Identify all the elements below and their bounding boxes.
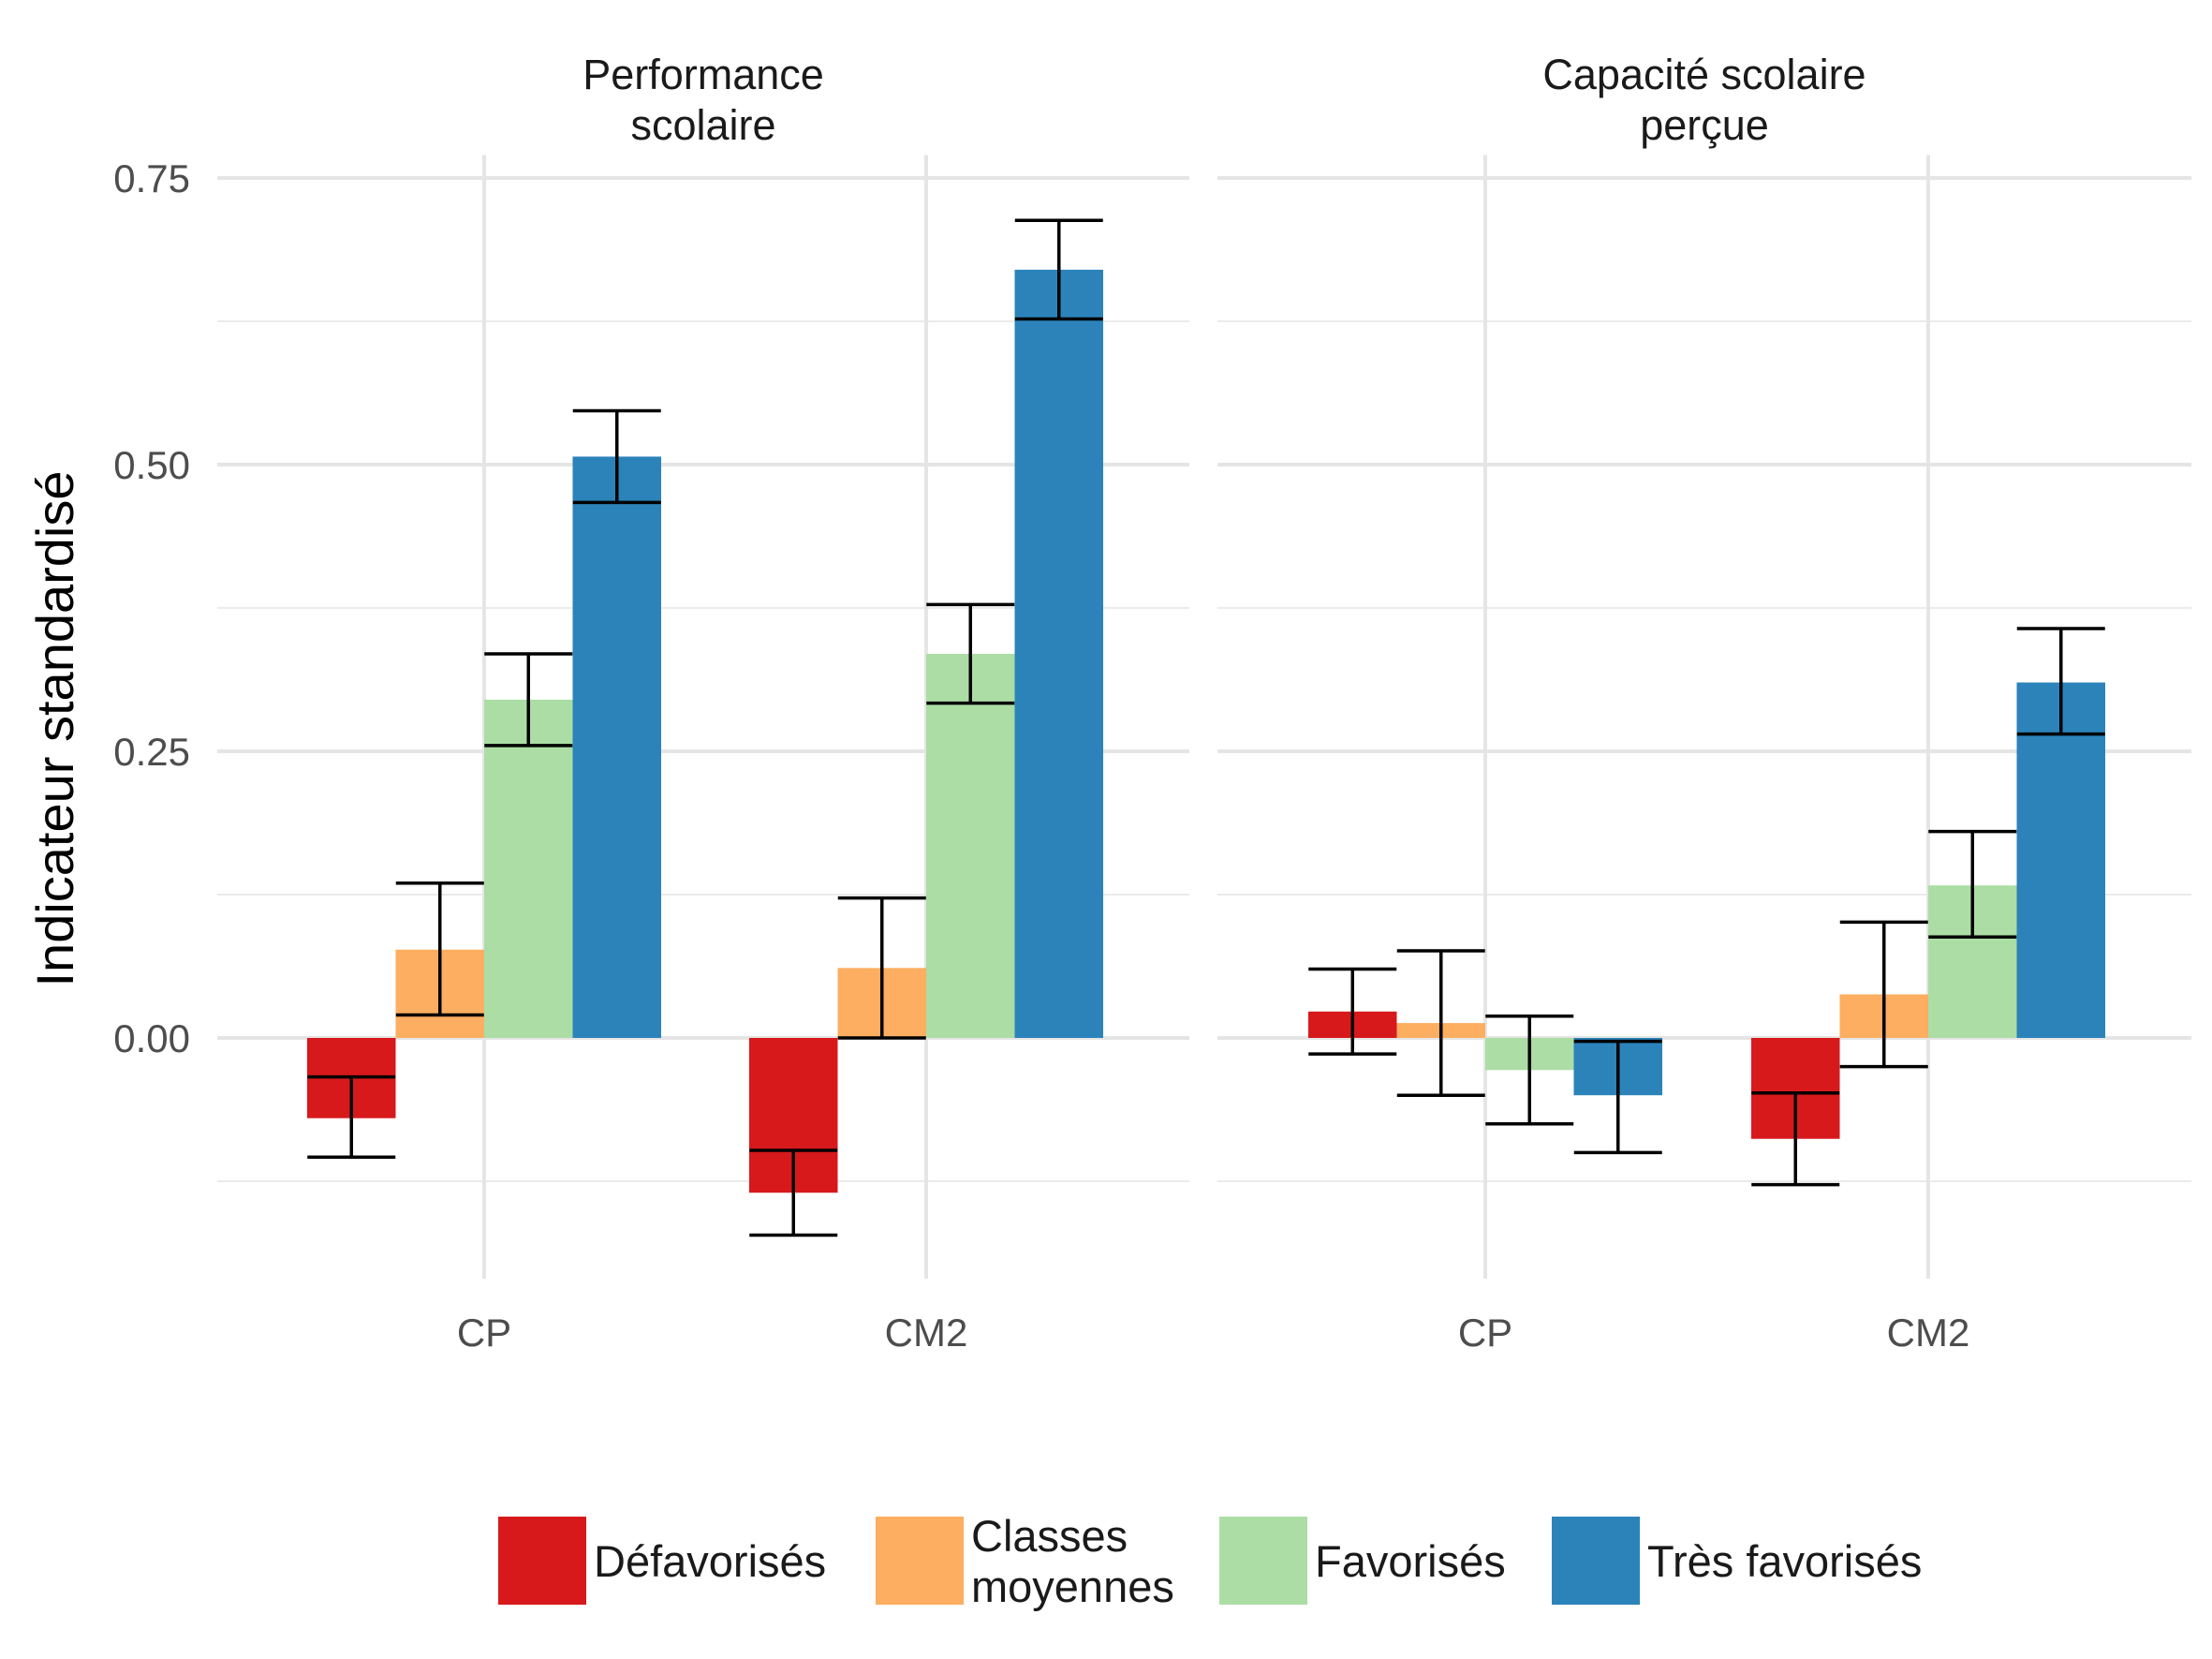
error-bar [837, 896, 926, 1040]
bars [307, 269, 2105, 1193]
legend-key [1219, 1517, 1307, 1605]
y-axis-title: Indicateur standardisé [25, 470, 84, 986]
legend-label: Très favorisés [1647, 1536, 1922, 1586]
error-bar [1396, 949, 1485, 1097]
error-bar [926, 602, 1015, 705]
error-bar [1839, 920, 1928, 1069]
panel-title-line: perçue [1640, 101, 1769, 149]
error-bar [1928, 829, 2017, 940]
legend-label-line: moyennes [971, 1562, 1174, 1611]
panel-title: Performance scolaire [582, 51, 824, 149]
error-bar [749, 1148, 838, 1237]
error-bar [1485, 1014, 1574, 1126]
y-tick-label: 0.25 [113, 730, 190, 774]
legend-label-line: Défavorisés [594, 1536, 826, 1586]
legend-label: Favorisés [1315, 1536, 1506, 1586]
legend-label-line: Classes [971, 1511, 1128, 1561]
error-bar [1308, 967, 1397, 1056]
bar [2016, 682, 2105, 1038]
legend-label-line: Très favorisés [1647, 1536, 1922, 1586]
error-bar [1014, 218, 1103, 321]
y-tick-label: 0.50 [113, 443, 190, 487]
error-bar [395, 881, 484, 1017]
bar [572, 456, 661, 1038]
legend-item: Défavorisés [498, 1517, 826, 1605]
x-tick-label: CP [457, 1311, 511, 1355]
x-tick-label: CM2 [1887, 1311, 1970, 1355]
bar [484, 699, 573, 1038]
y-tick-label: 0.00 [113, 1016, 190, 1060]
y-tick-label: 0.75 [113, 156, 190, 200]
legend-item: Favorisés [1219, 1517, 1506, 1605]
error-bar [307, 1074, 396, 1160]
legend-label: Défavorisés [594, 1536, 826, 1586]
gridlines [217, 155, 2191, 1280]
legend-item: Classes moyennes [876, 1511, 1174, 1611]
error-bar [1751, 1091, 1840, 1187]
legend-key [1552, 1517, 1640, 1605]
legend-key [876, 1517, 964, 1605]
legend-label: Classes moyennes [971, 1511, 1174, 1611]
panel-title-line: Capacité scolaire [1542, 51, 1865, 98]
bar [926, 653, 1015, 1038]
panel-title: Capacité scolaire perçue [1542, 51, 1865, 149]
error-bar [484, 652, 573, 748]
error-bars [307, 218, 2105, 1237]
error-bar [1573, 1039, 1662, 1155]
legend-key [498, 1517, 586, 1605]
x-tick-label: CM2 [885, 1311, 968, 1355]
panel-title-line: scolaire [630, 101, 775, 149]
bar [1014, 269, 1103, 1038]
legend: Défavorisés Classes moyennes Favorisés Très … [498, 1511, 1922, 1611]
legend-label-line: Favorisés [1315, 1536, 1506, 1586]
legend-item: Très favorisés [1552, 1517, 1922, 1605]
error-bar [2016, 627, 2105, 736]
error-bar [572, 408, 661, 505]
panel-title-line: Performance [582, 51, 824, 98]
x-tick-label: CP [1458, 1311, 1512, 1355]
